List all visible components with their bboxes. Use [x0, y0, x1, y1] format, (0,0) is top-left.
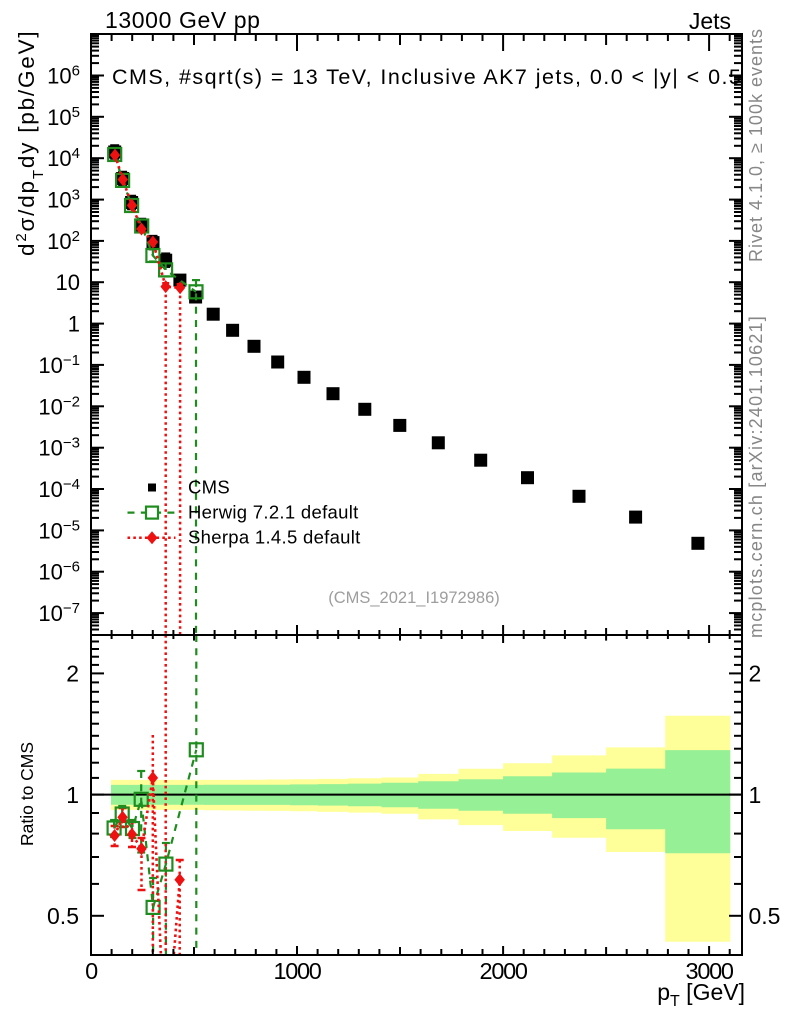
svg-text:10−7: 10−7: [38, 600, 80, 626]
svg-text:CMS: CMS: [188, 477, 230, 498]
svg-text:1: 1: [68, 312, 80, 337]
svg-text:2000: 2000: [480, 958, 528, 984]
svg-text:2: 2: [749, 661, 762, 687]
svg-text:0.5: 0.5: [749, 903, 781, 929]
svg-text:3000: 3000: [686, 958, 734, 984]
svg-text:CMS, #sqrt(s) = 13 TeV, Inclus: CMS, #sqrt(s) = 13 TeV, Inclusive AK7 je…: [112, 65, 742, 89]
svg-text:Jets: Jets: [689, 8, 731, 34]
svg-text:0.5: 0.5: [47, 903, 79, 929]
svg-text:1000: 1000: [273, 958, 321, 984]
svg-text:Herwig 7.2.1 default: Herwig 7.2.1 default: [188, 502, 359, 523]
svg-text:1: 1: [749, 782, 762, 808]
svg-text:Ratio to CMS: Ratio to CMS: [17, 742, 37, 846]
svg-text:10−3: 10−3: [38, 435, 80, 461]
svg-text:mcplots.cern.ch [arXiv:2401.10: mcplots.cern.ch [arXiv:2401.10621]: [746, 315, 766, 638]
svg-text:13000 GeV pp: 13000 GeV pp: [105, 7, 261, 33]
svg-text:1: 1: [66, 782, 79, 808]
svg-text:Rivet 4.1.0, ≥ 100k events: Rivet 4.1.0, ≥ 100k events: [746, 28, 766, 262]
svg-text:Sherpa 1.4.5 default: Sherpa 1.4.5 default: [188, 527, 361, 548]
svg-text:2: 2: [66, 661, 79, 687]
svg-text:0: 0: [85, 958, 98, 984]
svg-text:10: 10: [56, 270, 80, 295]
svg-text:(CMS_2021_I1972986): (CMS_2021_I1972986): [328, 589, 500, 607]
